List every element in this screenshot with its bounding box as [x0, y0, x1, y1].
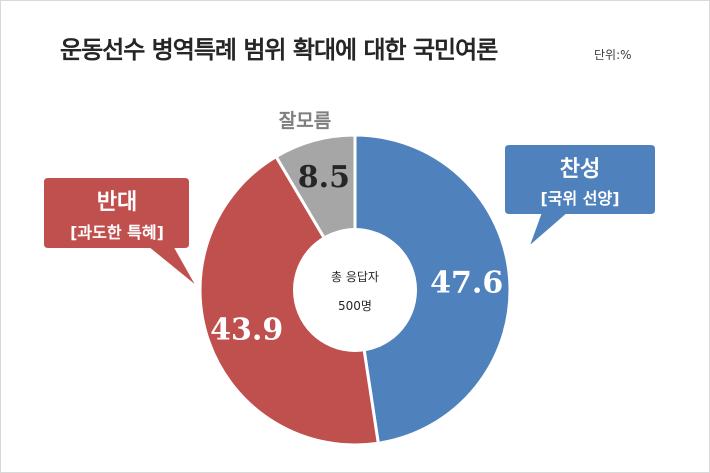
dunno-category-label: 잘모름: [279, 110, 331, 132]
center-label-count: 500명: [338, 299, 372, 313]
pro-callout-title: 찬성: [560, 157, 600, 182]
pro-callout-subtitle: [국위 선양]: [540, 189, 619, 208]
chart-title: 운동선수 병역특례 범위 확대에 대한 국민여론: [60, 36, 498, 64]
dunno-value-label: 8.5: [298, 160, 350, 195]
pro-slice: [353, 133, 512, 445]
pro-callout-bubble: [503, 143, 657, 252]
donut-hole: [293, 228, 417, 352]
pro-callout: 찬성 [국위 선양]: [503, 143, 657, 252]
con-callout-title: 반대: [97, 190, 137, 215]
con-value-label: 43.9: [210, 313, 283, 348]
con-callout-bubble: [42, 176, 199, 289]
con-callout-subtitle: [과도한 특혜]: [70, 223, 164, 242]
pro-value-label: 47.6: [430, 266, 503, 301]
center-label-total: 총 응답자: [331, 270, 379, 284]
con-slice: [198, 154, 380, 447]
unit-label: 단위:%: [594, 48, 632, 62]
con-callout: 반대 [과도한 특혜]: [42, 176, 199, 289]
